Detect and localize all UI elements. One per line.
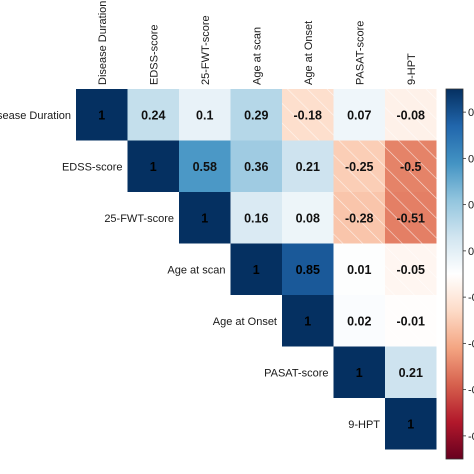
row-label: 9-HPT: [348, 419, 380, 431]
cell-value-label: -0.51: [397, 211, 426, 225]
cell-value-label: 1: [253, 263, 260, 277]
colorbar-tick-label: -0: [468, 385, 474, 397]
cell-value-label: 0.58: [193, 160, 217, 174]
cell-value-label: -0.01: [397, 314, 426, 328]
negative-hatch: [333, 192, 385, 244]
negative-hatch: [282, 89, 334, 141]
heatmap-cell: [179, 140, 231, 192]
cell-value-label: 0.85: [296, 263, 320, 277]
cell-value-label: -0.5: [400, 160, 422, 174]
cell-value-label: 0.01: [347, 263, 371, 277]
cell-value-label: 1: [407, 417, 414, 431]
cell-value-label: 0.24: [141, 108, 165, 122]
heatmap-cell: [282, 295, 334, 347]
values-layer: 1 0.24 0.1 0.29 -0.18 0.07 -0.08 1 0.58 0.36 0.21 -…: [98, 108, 425, 431]
colorbar-tick-label: -0: [468, 292, 474, 304]
cell-value-label: -0.28: [345, 211, 374, 225]
heatmap-cell: [230, 243, 282, 295]
negative-hatch: [385, 140, 437, 192]
heatmap-cell: [385, 346, 437, 398]
row-label: 25-FWT-score: [104, 213, 174, 225]
column-label: PASAT-score: [354, 21, 366, 85]
column-label: Age at Onset: [303, 21, 315, 85]
heatmap-cell: [127, 140, 179, 192]
column-label: Disease Duration: [97, 1, 109, 85]
cell-value-label: -0.25: [345, 160, 374, 174]
row-label: isease Duration: [0, 110, 71, 122]
row-label: PASAT-score: [264, 367, 328, 379]
colorbar-tick-label: 00: [468, 246, 474, 258]
colorbar-tick-label: 00: [468, 107, 474, 119]
column-label: Age at scan: [251, 27, 263, 85]
cell-value-label: -0.08: [397, 108, 426, 122]
heatmap-cell: [333, 243, 385, 295]
heatmap-cell: [282, 243, 334, 295]
cell-value-label: 0.1: [196, 108, 213, 122]
colorbar-tick-label: 00: [468, 153, 474, 165]
cell-value-label: 0.21: [399, 366, 423, 380]
column-label: 9-HPT: [406, 53, 418, 85]
row-label: Age at Onset: [213, 316, 277, 328]
heatmap-cell: [76, 89, 128, 141]
heatmap-cell: [230, 140, 282, 192]
heatmap-cell: [127, 89, 179, 141]
cell-value-label: -0.05: [397, 263, 426, 277]
heatmap-cell: [230, 89, 282, 141]
negative-hatch: [333, 140, 385, 192]
row-labels: isease Duration EDSS-score 25-FWT-score Age…: [0, 110, 380, 431]
column-labels: Disease Duration EDSS-score 25-FWT-score Ag…: [97, 1, 418, 85]
column-label: EDSS-score: [148, 24, 160, 85]
heatmap-cell: [282, 192, 334, 244]
heatmap-cell: [179, 192, 231, 244]
colorbar-tick-label: -0: [468, 338, 474, 350]
cells-layer: [76, 89, 437, 450]
heatmap-cell: [333, 346, 385, 398]
column-label: 25-FWT-score: [200, 15, 212, 85]
colorbar: [445, 88, 464, 460]
negative-hatch: [385, 192, 437, 244]
negative-hatch: [385, 295, 437, 347]
negative-hatch: [385, 243, 437, 295]
cell-value-label: 1: [356, 366, 363, 380]
heatmap-cell: [179, 89, 231, 141]
cell-value-label: 1: [98, 108, 105, 122]
row-label: EDSS-score: [62, 161, 123, 173]
cell-value-label: 0.36: [244, 160, 268, 174]
row-label: Age at scan: [167, 264, 225, 276]
cell-value-label: 1: [201, 211, 208, 225]
cell-value-label: 1: [150, 160, 157, 174]
colorbar-tick-label: 00: [468, 200, 474, 212]
cell-value-label: 0.07: [347, 108, 371, 122]
cell-value-label: 1: [304, 314, 311, 328]
negative-hatch: [385, 89, 437, 141]
cell-value-label: 0.29: [244, 108, 268, 122]
cell-value-label: 0.08: [296, 211, 320, 225]
heatmap-cell: [333, 295, 385, 347]
cell-value-label: -0.18: [294, 108, 323, 122]
heatmap-cell: [230, 192, 282, 244]
heatmap-cell: [282, 140, 334, 192]
cell-value-label: 0.02: [347, 314, 371, 328]
heatmap-cell: [385, 398, 437, 450]
colorbar-tick-label: -0: [468, 431, 474, 443]
cell-value-label: 0.21: [296, 160, 320, 174]
cell-value-label: 0.16: [244, 211, 268, 225]
colorbar-legend: 00 00 00 00 -0 -0 -0 -0: [445, 88, 474, 460]
heatmap-cell: [333, 89, 385, 141]
